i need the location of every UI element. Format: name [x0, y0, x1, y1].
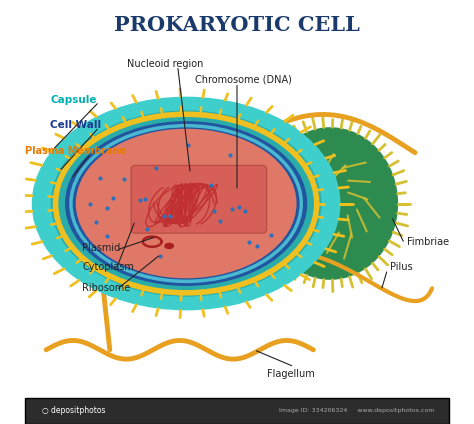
Ellipse shape: [32, 97, 340, 310]
Ellipse shape: [65, 121, 307, 286]
FancyBboxPatch shape: [131, 165, 267, 233]
Text: Plasma Membrane: Plasma Membrane: [25, 146, 126, 156]
Text: ○ depositphotos: ○ depositphotos: [42, 406, 105, 416]
Polygon shape: [165, 243, 173, 248]
Text: Pilus: Pilus: [390, 262, 412, 272]
Text: PROKARYOTIC CELL: PROKARYOTIC CELL: [114, 15, 360, 35]
Text: Cytoplasm: Cytoplasm: [82, 262, 134, 272]
Text: Image ID: 334206324     www.depositphotos.com: Image ID: 334206324 www.depositphotos.co…: [279, 408, 435, 413]
Text: Ribosome: Ribosome: [82, 283, 130, 293]
FancyBboxPatch shape: [25, 398, 449, 424]
Ellipse shape: [51, 110, 321, 297]
Text: Chromosome (DNA): Chromosome (DNA): [195, 75, 292, 85]
Text: Capsule: Capsule: [50, 95, 97, 105]
Text: Cell Wall: Cell Wall: [50, 120, 101, 130]
Ellipse shape: [76, 129, 297, 278]
Text: Nucleoid region: Nucleoid region: [127, 59, 203, 69]
Text: Plasmid: Plasmid: [82, 243, 120, 253]
Text: Flagellum: Flagellum: [267, 369, 314, 379]
Text: Fimbriae: Fimbriae: [407, 237, 449, 247]
Ellipse shape: [263, 127, 398, 280]
